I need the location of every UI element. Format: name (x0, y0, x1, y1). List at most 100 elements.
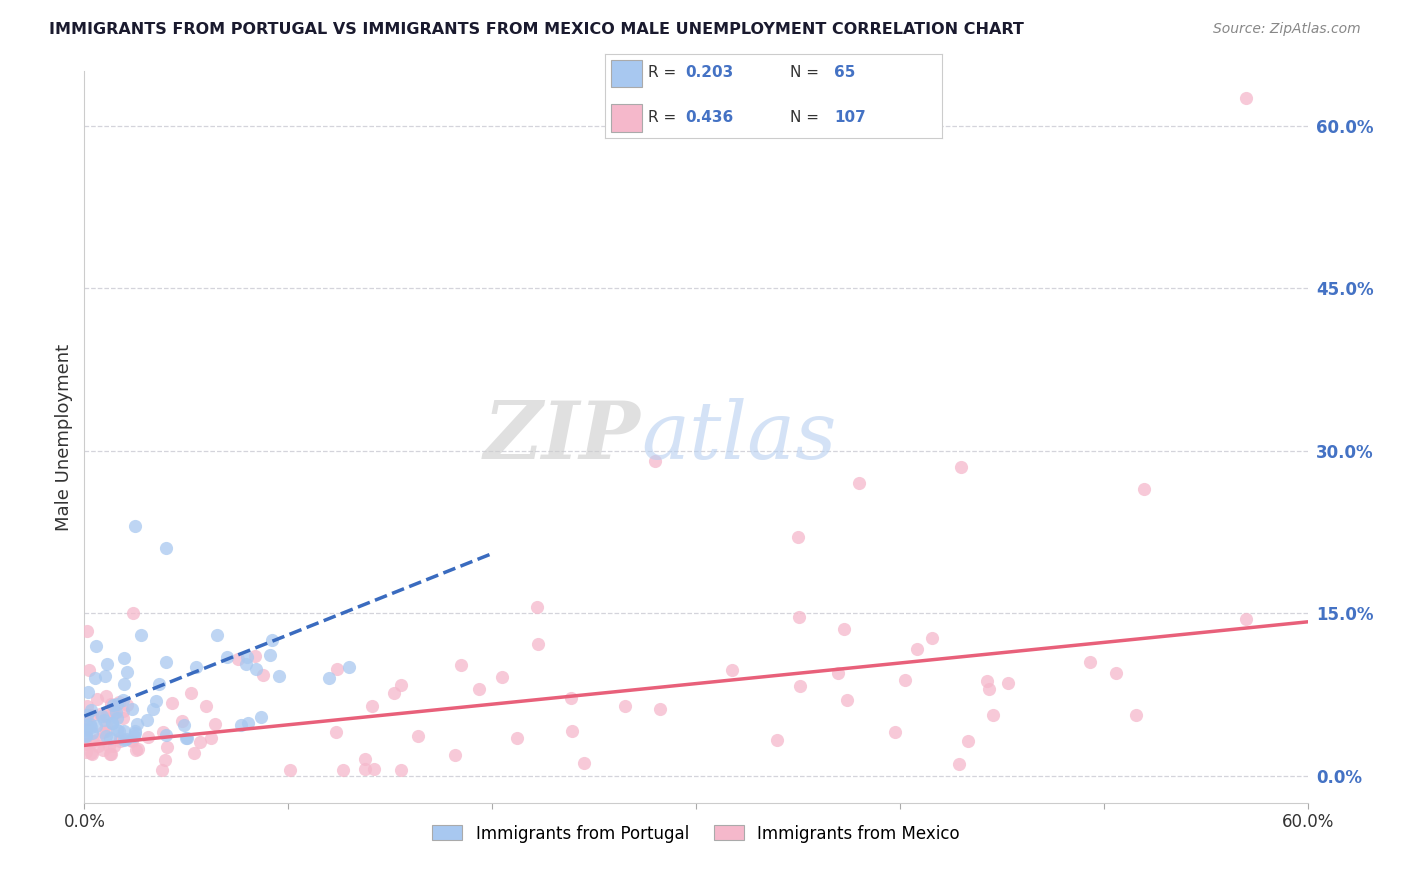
Point (86, 731, 108, 746)
Point (80, 703, 103, 717)
Point (238, 716, 260, 731)
Point (160, 696, 183, 710)
Point (121, 702, 143, 716)
Point (156, 740, 179, 755)
Point (997, 676, 1019, 690)
Point (115, 731, 138, 746)
Point (506, 731, 529, 745)
Point (84, 671, 107, 685)
Point (94, 724, 117, 739)
Point (180, 686, 202, 700)
Point (75, 722, 97, 736)
Point (176, 731, 198, 745)
Point (526, 637, 548, 651)
Point (129, 628, 152, 642)
Point (1125, 708, 1147, 723)
Point (79, 720, 101, 734)
Point (75, 737, 97, 751)
Point (217, 649, 239, 664)
Point (75, 717, 97, 731)
Point (87, 739, 110, 753)
Point (766, 733, 789, 747)
Point (893, 673, 915, 688)
Point (883, 725, 905, 739)
Point (339, 660, 361, 674)
Point (136, 714, 159, 728)
Point (467, 681, 489, 696)
Point (444, 747, 467, 762)
Text: R =: R = (648, 65, 682, 80)
Point (98, 747, 121, 761)
Point (86, 692, 108, 706)
Point (155, 753, 177, 767)
Point (111, 692, 134, 706)
Point (1105, 666, 1128, 681)
Point (94, 729, 117, 743)
Point (318, 671, 340, 685)
Point (94, 669, 117, 683)
Point (787, 530, 810, 544)
Point (82, 734, 104, 748)
Point (827, 666, 849, 681)
Point (183, 746, 205, 760)
Point (76, 707, 98, 722)
Point (354, 762, 377, 776)
Point (406, 729, 429, 743)
Point (979, 681, 1001, 696)
Point (111, 704, 134, 718)
Point (75, 728, 97, 742)
Point (252, 668, 274, 682)
Point (1133, 482, 1156, 496)
Point (354, 752, 377, 766)
Point (360, 698, 382, 713)
Point (245, 662, 267, 676)
Point (176, 731, 198, 746)
Point (91, 709, 114, 723)
Point (98, 739, 121, 754)
Point (259, 648, 281, 663)
Point (121, 606, 143, 620)
Point (101, 698, 124, 712)
Point (236, 649, 259, 664)
Point (136, 730, 159, 744)
Point (1236, 611, 1258, 625)
Text: IMMIGRANTS FROM PORTUGAL VS IMMIGRANTS FROM MEXICO MALE UNEMPLOYMENT CORRELATION: IMMIGRANTS FROM PORTUGAL VS IMMIGRANTS F… (49, 22, 1024, 37)
Point (76, 712, 98, 726)
Point (112, 711, 135, 725)
Point (125, 742, 148, 756)
Point (613, 698, 636, 713)
Point (120, 733, 142, 747)
Text: Source: ZipAtlas.com: Source: ZipAtlas.com (1213, 22, 1361, 37)
Point (127, 742, 149, 756)
Point (561, 724, 583, 739)
Point (80, 747, 103, 761)
Point (148, 677, 170, 691)
Point (173, 718, 195, 732)
Point (145, 693, 167, 707)
Point (832, 622, 855, 636)
Point (267, 669, 290, 683)
Text: N =: N = (790, 111, 824, 126)
Text: 0.436: 0.436 (686, 111, 734, 126)
Point (115, 665, 138, 679)
Point (155, 728, 177, 742)
Point (89, 706, 111, 721)
Y-axis label: Male Unemployment: Male Unemployment (55, 343, 73, 531)
Point (121, 734, 143, 748)
Point (77, 663, 100, 677)
Point (384, 686, 406, 700)
Point (105, 723, 128, 737)
Point (921, 631, 943, 645)
Point (450, 657, 472, 672)
Point (96, 717, 118, 731)
Point (105, 711, 128, 725)
Point (260, 632, 283, 647)
Point (325, 725, 347, 739)
Point (76, 624, 98, 639)
Point (101, 715, 124, 730)
Point (124, 724, 146, 739)
Point (848, 476, 870, 491)
Point (104, 705, 127, 719)
Point (204, 717, 226, 731)
Point (226, 652, 249, 666)
